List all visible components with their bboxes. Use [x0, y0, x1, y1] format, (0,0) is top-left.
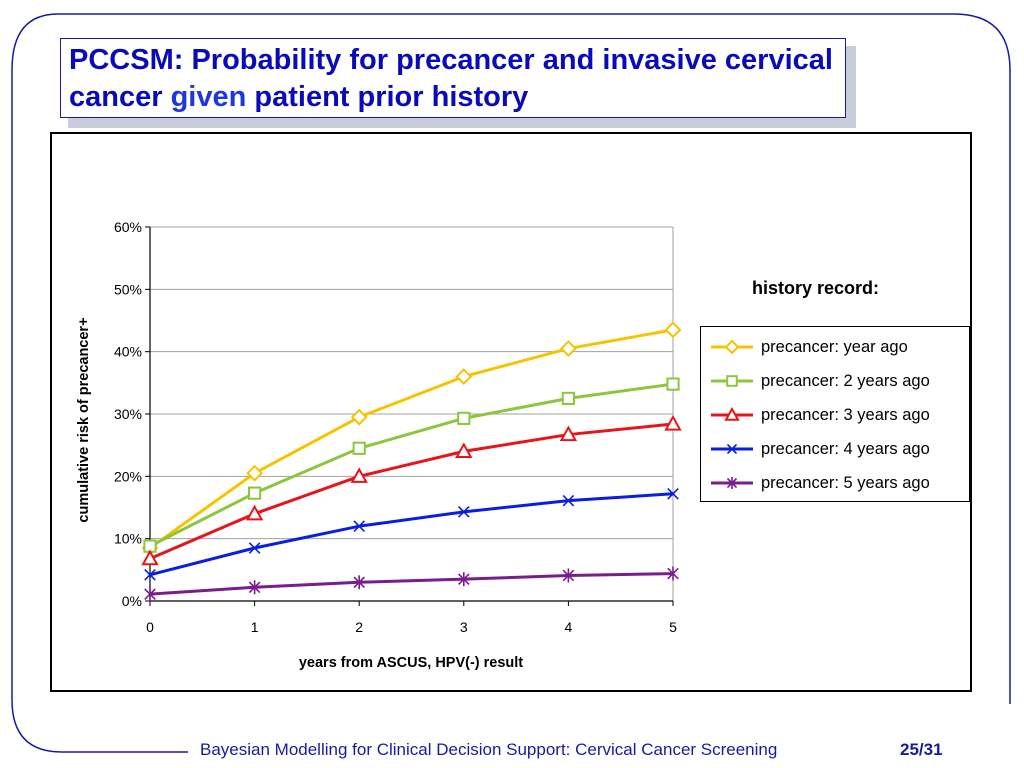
data-point: [350, 408, 368, 426]
legend-item: precancer: 2 years ago: [709, 364, 930, 398]
data-point: [664, 414, 682, 431]
data-point: [726, 477, 738, 489]
grid-lines: [150, 226, 674, 601]
legend-label: precancer: year ago: [761, 337, 908, 356]
x-tick-label: 1: [251, 619, 259, 635]
series-line: [149, 572, 674, 596]
series-line: [149, 492, 674, 577]
legend-label: precancer: 3 years ago: [761, 405, 930, 424]
title-given: given: [170, 81, 247, 113]
y-axis-title: cumulative risk of precancer+: [76, 317, 92, 522]
data-point: [457, 572, 470, 587]
data-point: [559, 340, 577, 357]
data-point: [457, 411, 471, 425]
series-2: [143, 377, 680, 553]
data-point: [726, 443, 738, 455]
x-axis-title: years from ASCUS, HPV(-) result: [299, 655, 523, 671]
data-point: [245, 504, 264, 521]
series-1: [141, 321, 682, 557]
data-point: [352, 441, 366, 455]
y-tick-label: 40%: [114, 344, 142, 360]
data-point: [667, 487, 679, 500]
legend-item: precancer: 3 years ago: [709, 398, 930, 432]
axes: 0% 10% 20% 30% 40% 50% 60% 0 1 2 3 4 5: [114, 219, 677, 635]
series-line: [149, 328, 674, 550]
data-point: [248, 542, 261, 554]
data-point: [562, 494, 575, 507]
data-point: [248, 486, 262, 500]
legend-title: history record:: [752, 278, 880, 298]
data-point: [353, 575, 366, 590]
data-point: [457, 506, 470, 518]
slide-title: PCCSM: Probability for precancer and inv…: [60, 38, 846, 118]
legend-item: precancer: 5 years ago: [709, 466, 930, 500]
legend-swatch: [711, 443, 753, 455]
x-tick-label: 2: [355, 619, 363, 635]
series-3: [141, 414, 682, 566]
x-tick-label: 5: [669, 619, 677, 635]
data-point: [724, 406, 740, 421]
y-tick-label: 60%: [114, 219, 142, 235]
legend-swatch: [711, 406, 753, 421]
x-tick-label: 0: [146, 619, 154, 635]
legend-item: precancer: 4 years ago: [709, 432, 930, 466]
x-tick-label: 4: [565, 619, 573, 635]
legend-label: precancer: 5 years ago: [761, 473, 930, 492]
title-part-2: patient prior history: [246, 81, 529, 113]
series-4: [144, 487, 679, 581]
data-point: [726, 375, 738, 387]
series-5: [144, 566, 679, 602]
footer-text: Bayesian Modelling for Clinical Decision…: [200, 740, 778, 759]
data-point: [666, 377, 680, 391]
legend-swatch: [711, 375, 753, 387]
series-layer: [141, 321, 682, 602]
data-point: [353, 520, 366, 533]
page-number: 25/31: [900, 740, 943, 759]
y-tick-label: 50%: [114, 281, 142, 297]
y-tick-label: 20%: [114, 468, 142, 484]
data-point: [248, 580, 261, 595]
legend-swatch: [711, 477, 753, 489]
data-point: [455, 368, 473, 386]
data-point: [144, 569, 156, 581]
data-point: [561, 391, 575, 406]
legend-item: precancer: year ago: [709, 330, 908, 364]
legend-label: precancer: 2 years ago: [761, 371, 930, 390]
y-tick-label: 10%: [114, 531, 142, 547]
data-point: [246, 464, 264, 482]
legend-swatch: [711, 339, 753, 355]
title-part-1: PCCSM: Probability for precancer and inv…: [69, 44, 833, 113]
data-point: [350, 467, 368, 483]
legend: precancer: year ago precancer: 2 years ag…: [700, 326, 970, 502]
data-point: [562, 568, 575, 583]
legend-label: precancer: 4 years ago: [761, 439, 930, 458]
data-point: [141, 549, 159, 566]
y-tick-label: 0%: [122, 593, 142, 609]
series-line: [149, 382, 674, 548]
series-line: [149, 422, 674, 560]
data-point: [724, 339, 740, 355]
data-point: [144, 587, 156, 602]
data-point: [664, 321, 682, 339]
data-point: [559, 425, 578, 442]
x-tick-label: 3: [460, 619, 468, 635]
y-tick-label: 30%: [114, 406, 142, 422]
data-point: [455, 442, 473, 458]
data-point: [667, 566, 679, 581]
